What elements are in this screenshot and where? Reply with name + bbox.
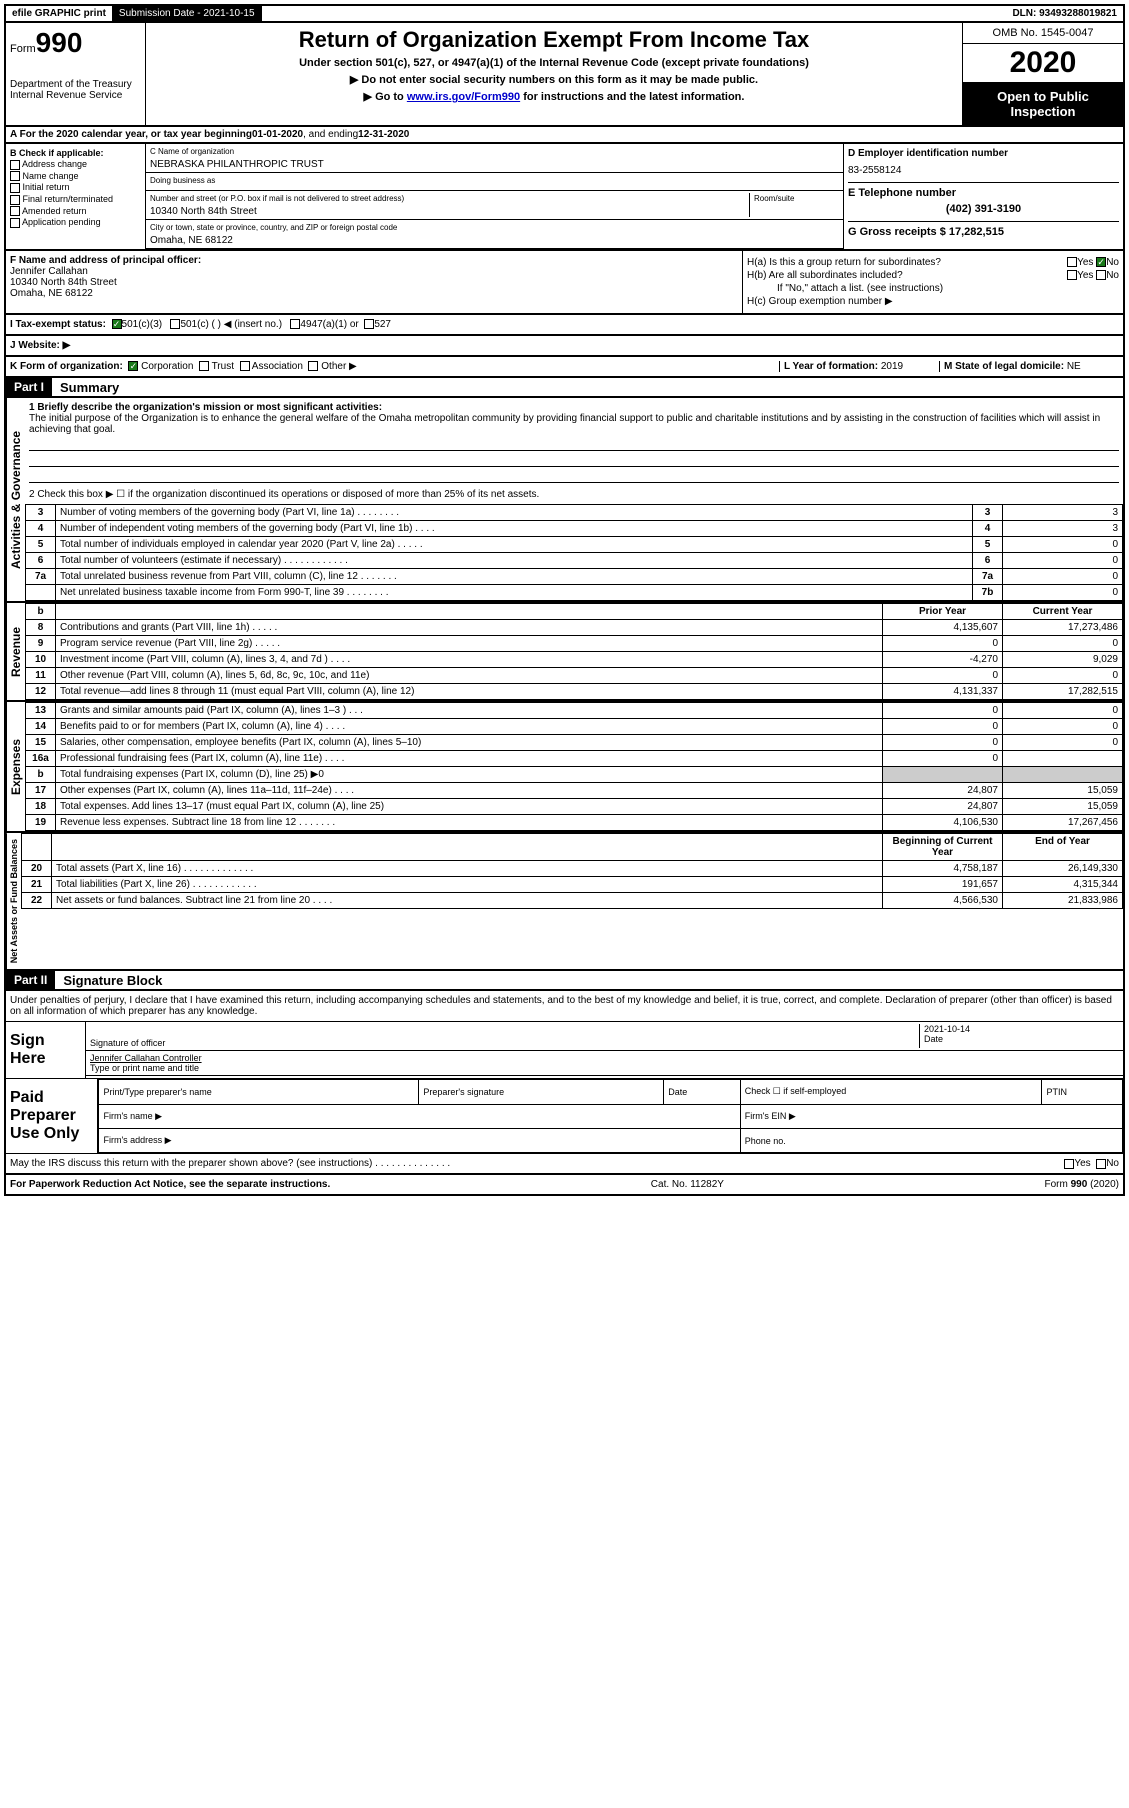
chk-initial[interactable]: Initial return [10,182,141,193]
chk-trust[interactable] [199,361,209,371]
org-name: NEBRASKA PHILANTHROPIC TRUST [150,159,839,170]
addr-cell: Number and street (or P.O. box if mail i… [146,191,843,220]
preparer-table: Print/Type preparer's namePreparer's sig… [98,1079,1123,1153]
irs-link[interactable]: www.irs.gov/Form990 [407,91,520,103]
org-address: 10340 North 84th Street [150,206,749,217]
tab-netassets: Net Assets or Fund Balances [6,833,21,969]
chk-final[interactable]: Final return/terminated [10,194,141,205]
tab-revenue: Revenue [6,603,25,700]
chk-501c[interactable] [170,319,180,329]
note-ssn: Do not enter social security numbers on … [150,73,958,86]
part1-body: Activities & Governance 1 Briefly descri… [4,398,1125,603]
officer-name-title: Jennifer Callahan Controller [90,1053,202,1063]
gross-value: 17,282,515 [949,226,1004,238]
expense-table: 13Grants and similar amounts paid (Part … [25,702,1123,831]
chk-527[interactable] [364,319,374,329]
section-a: A For the 2020 calendar year, or tax yea… [4,127,1125,144]
open-inspection: Open to Public Inspection [963,83,1123,125]
dept-label: Department of the Treasury Internal Reve… [10,79,141,101]
discuss-row: May the IRS discuss this return with the… [6,1153,1123,1173]
chk-address[interactable]: Address change [10,159,141,170]
dba-cell: Doing business as [146,173,843,191]
netassets-section: Net Assets or Fund Balances Beginning of… [4,833,1125,971]
header-center: Return of Organization Exempt From Incom… [146,23,963,125]
tel-value: (402) 391-3190 [848,203,1119,215]
netassets-table: Beginning of Current YearEnd of Year 20T… [21,833,1123,909]
form-header: Form990 Department of the Treasury Inter… [4,23,1125,127]
chk-assoc[interactable] [240,361,250,371]
ein-value: 83-2558124 [848,165,1119,176]
dln-cell: DLN: 93493288019821 [1006,6,1123,21]
section-j: J Website: ▶ [4,336,1125,357]
paid-preparer-label: Paid Preparer Use Only [6,1079,98,1153]
perjury-declaration: Under penalties of perjury, I declare th… [6,991,1123,1021]
top-bar: efile GRAPHIC print Submission Date - 20… [4,4,1125,23]
chk-4947[interactable] [290,319,300,329]
signature-block: Under penalties of perjury, I declare th… [4,991,1125,1175]
header-right: OMB No. 1545-0047 2020 Open to Public In… [963,23,1123,125]
part1-header: Part ISummary [4,378,1125,398]
chk-pending[interactable]: Application pending [10,217,141,228]
chk-501c3[interactable] [112,319,122,329]
section-i: I Tax-exempt status: 501(c)(3) 501(c) ( … [4,315,1125,336]
form-990-page: efile GRAPHIC print Submission Date - 20… [0,0,1129,1200]
officer-block: F Name and address of principal officer:… [6,251,743,313]
section-bcd: B Check if applicable: Address change Na… [4,144,1125,251]
mission-text: The initial purpose of the Organization … [29,413,1100,435]
revenue-section: Revenue bPrior YearCurrent Year 8Contrib… [4,603,1125,702]
tax-year: 2020 [963,44,1123,83]
tel-block: E Telephone number (402) 391-3190 [848,182,1119,215]
note-goto: Go to www.irs.gov/Form990 for instructio… [150,90,958,103]
tab-governance: Activities & Governance [6,398,25,601]
page-footer: For Paperwork Reduction Act Notice, see … [4,1175,1125,1196]
org-city: Omaha, NE 68122 [150,235,839,246]
section-fh: F Name and address of principal officer:… [4,251,1125,315]
revenue-table: bPrior YearCurrent Year 8Contributions a… [25,603,1123,700]
h-block: H(a) Is this a group return for subordin… [743,251,1123,313]
col-b: B Check if applicable: Address change Na… [6,144,146,249]
omb-number: OMB No. 1545-0047 [963,23,1123,44]
chk-other[interactable] [308,361,318,371]
org-name-cell: C Name of organization NEBRASKA PHILANTH… [146,144,843,173]
form-subtitle: Under section 501(c), 527, or 4947(a)(1)… [150,57,958,69]
gross-block: G Gross receipts $ 17,282,515 [848,221,1119,238]
col-c: C Name of organization NEBRASKA PHILANTH… [146,144,843,249]
efile-label: efile GRAPHIC print [6,6,113,21]
tab-expenses: Expenses [6,702,25,831]
form-title: Return of Organization Exempt From Incom… [150,27,958,53]
section-klm: K Form of organization: Corporation Trus… [4,357,1125,378]
part2-header: Part IISignature Block [4,971,1125,991]
chk-corp[interactable] [128,361,138,371]
expense-section: Expenses 13Grants and similar amounts pa… [4,702,1125,833]
gov-table: 3Number of voting members of the governi… [25,504,1123,601]
submission-cell: Submission Date - 2021-10-15 [113,6,262,21]
officer-name: Jennifer Callahan [10,266,88,277]
city-cell: City or town, state or province, country… [146,220,843,249]
form-number: Form990 [10,27,141,59]
col-d: D Employer identification number 83-2558… [843,144,1123,249]
chk-amended[interactable]: Amended return [10,206,141,217]
header-left: Form990 Department of the Treasury Inter… [6,23,146,125]
chk-name[interactable]: Name change [10,171,141,182]
sign-here-label: Sign Here [6,1022,86,1078]
